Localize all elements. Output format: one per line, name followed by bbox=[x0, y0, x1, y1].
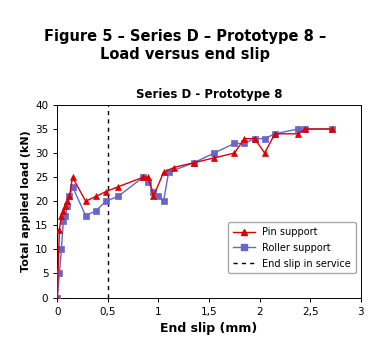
Y-axis label: Total applied load (kN): Total applied load (kN) bbox=[21, 130, 31, 272]
Text: Figure 5 – Series D – Prototype 8 –
Load versus end slip: Figure 5 – Series D – Prototype 8 – Load… bbox=[44, 29, 326, 62]
Title: Series D - Prototype 8: Series D - Prototype 8 bbox=[136, 88, 282, 101]
Legend: Pin support, Roller support, End slip in service: Pin support, Roller support, End slip in… bbox=[228, 222, 356, 273]
X-axis label: End slip (mm): End slip (mm) bbox=[161, 322, 258, 335]
